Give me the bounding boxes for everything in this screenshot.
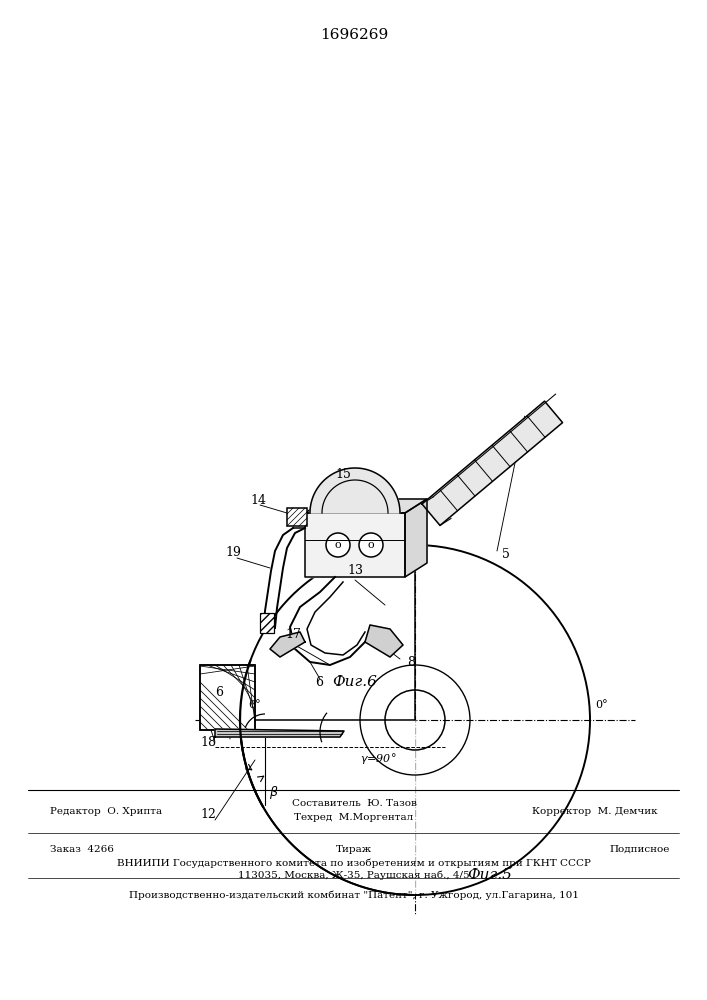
Bar — [200, 665, 255, 730]
Polygon shape — [310, 468, 400, 513]
Text: Техред  М.Моргентал: Техред М.Моргентал — [294, 813, 414, 822]
Text: Редактор  О. Хрипта: Редактор О. Хрипта — [50, 807, 162, 816]
Text: 19: 19 — [225, 546, 241, 560]
Bar — [260, 613, 274, 633]
Text: 8: 8 — [407, 656, 415, 668]
Text: 15: 15 — [335, 468, 351, 482]
Text: 5: 5 — [502, 548, 510, 560]
Circle shape — [326, 533, 350, 557]
Polygon shape — [270, 632, 305, 657]
Text: 113035, Москва, Ж-35, Раушская наб., 4/5: 113035, Москва, Ж-35, Раушская наб., 4/5 — [238, 871, 470, 880]
Polygon shape — [240, 720, 415, 895]
Bar — [200, 665, 255, 730]
Polygon shape — [215, 729, 344, 737]
Bar — [287, 508, 307, 526]
Bar — [200, 665, 255, 730]
Text: $\beta$: $\beta$ — [269, 784, 279, 801]
Text: 0°: 0° — [248, 700, 261, 710]
Text: Тираж: Тираж — [336, 845, 372, 854]
Polygon shape — [305, 513, 405, 577]
Text: 6: 6 — [215, 686, 223, 698]
Text: ВНИИПИ Государственного комитета по изобретениям и открытиям при ГКНТ СССР: ВНИИПИ Государственного комитета по изоб… — [117, 858, 591, 867]
Text: 13: 13 — [347, 564, 363, 576]
Text: $\gamma$=90°: $\gamma$=90° — [360, 750, 397, 766]
Text: 18: 18 — [200, 736, 216, 748]
Text: 17: 17 — [285, 629, 301, 642]
Text: 0°: 0° — [595, 700, 607, 710]
Text: Фиг.5: Фиг.5 — [467, 868, 513, 882]
Polygon shape — [422, 401, 563, 525]
Polygon shape — [365, 625, 403, 657]
Circle shape — [359, 533, 383, 557]
Text: 1696269: 1696269 — [320, 28, 388, 42]
Text: 6: 6 — [315, 676, 323, 688]
Text: 12: 12 — [200, 808, 216, 822]
Text: o: o — [368, 540, 374, 550]
Polygon shape — [305, 499, 427, 513]
Text: Заказ  4266: Заказ 4266 — [50, 845, 114, 854]
Text: 14: 14 — [250, 494, 266, 508]
Text: Составитель  Ю. Тазов: Составитель Ю. Тазов — [291, 799, 416, 808]
Text: o: o — [334, 540, 341, 550]
Polygon shape — [405, 499, 427, 577]
Text: Производственно-издательский комбинат "Патент", г. Ужгород, ул.Гагарина, 101: Производственно-издательский комбинат "П… — [129, 890, 579, 900]
Text: Корректор  М. Демчик: Корректор М. Демчик — [532, 807, 658, 816]
Text: Фиг.6: Фиг.6 — [332, 675, 378, 689]
Text: Подписное: Подписное — [610, 845, 670, 854]
